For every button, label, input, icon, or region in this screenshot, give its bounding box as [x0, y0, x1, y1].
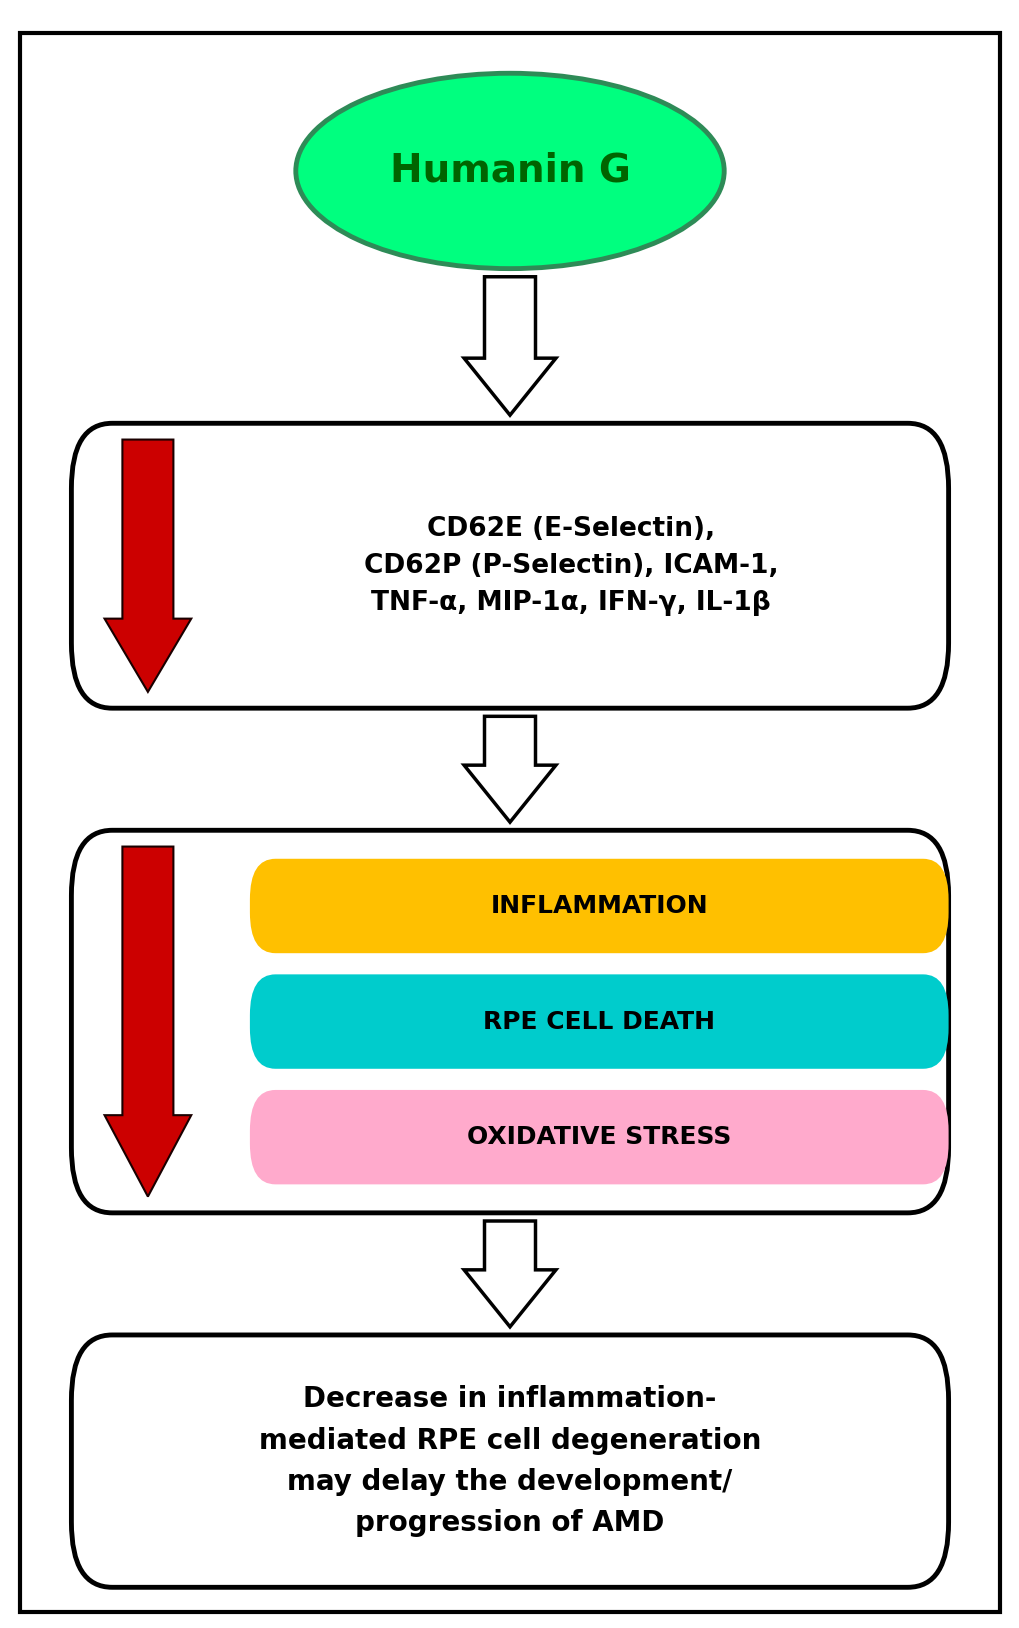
Polygon shape: [464, 716, 555, 822]
Text: OXIDATIVE STRESS: OXIDATIVE STRESS: [467, 1125, 731, 1149]
Text: RPE CELL DEATH: RPE CELL DEATH: [483, 1009, 714, 1034]
FancyBboxPatch shape: [71, 1335, 948, 1587]
FancyBboxPatch shape: [250, 1091, 948, 1185]
Polygon shape: [464, 277, 555, 415]
Text: Humanin G: Humanin G: [389, 151, 630, 190]
FancyBboxPatch shape: [71, 423, 948, 708]
FancyBboxPatch shape: [250, 974, 948, 1070]
FancyBboxPatch shape: [250, 860, 948, 954]
Text: INFLAMMATION: INFLAMMATION: [490, 894, 707, 918]
Text: Decrease in inflammation-
mediated RPE cell degeneration
may delay the developme: Decrease in inflammation- mediated RPE c…: [259, 1385, 760, 1537]
Polygon shape: [464, 1221, 555, 1327]
FancyBboxPatch shape: [71, 830, 948, 1213]
Polygon shape: [104, 440, 192, 692]
Polygon shape: [104, 847, 192, 1197]
Text: CD62E (E-Selectin),
CD62P (P-Selectin), ICAM-1,
TNF-α, MIP-1α, IFN-γ, IL-1β: CD62E (E-Selectin), CD62P (P-Selectin), …: [364, 516, 777, 615]
Ellipse shape: [296, 73, 723, 269]
